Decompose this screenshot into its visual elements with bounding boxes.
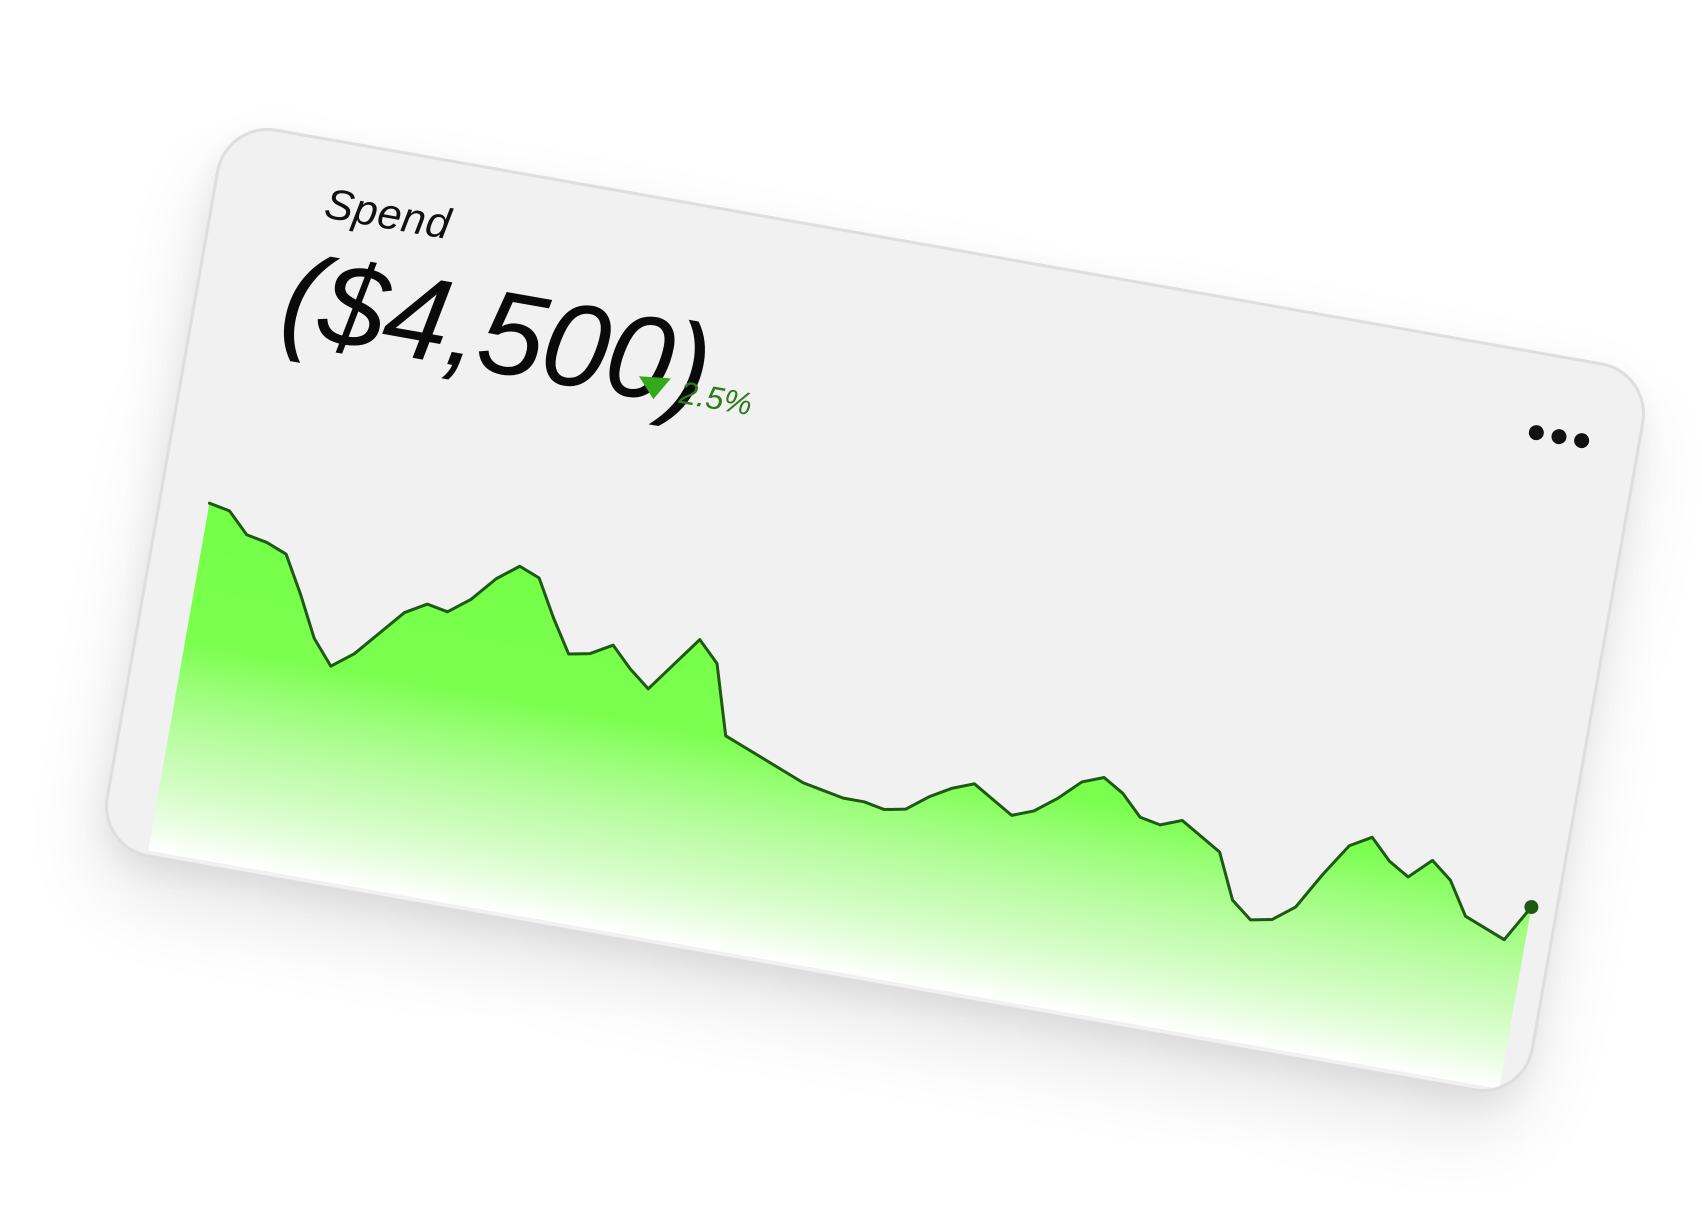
spend-area-chart xyxy=(99,419,1603,1101)
more-horizontal-icon xyxy=(1573,432,1590,449)
down-triangle-icon xyxy=(638,376,671,400)
spend-card: Spend ($4,500) 2.5% xyxy=(97,120,1653,1101)
more-horizontal-icon xyxy=(1528,424,1545,441)
more-options-button[interactable] xyxy=(1528,424,1591,449)
chart-area xyxy=(148,503,1560,1088)
more-horizontal-icon xyxy=(1550,428,1567,445)
